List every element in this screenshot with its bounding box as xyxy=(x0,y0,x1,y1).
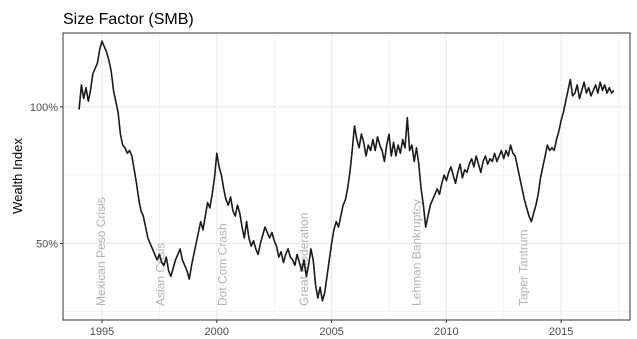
wealth-index-line xyxy=(78,40,615,302)
x-tick-label: 2015 xyxy=(549,326,573,338)
y-axis-label: Wealth Index xyxy=(10,138,25,214)
y-axis: 50% 100% xyxy=(30,102,63,250)
plot-panel xyxy=(63,33,630,320)
event-label: Taper Tantrum xyxy=(516,230,530,306)
chart-title: Size Factor (SMB) xyxy=(63,11,194,28)
gridlines xyxy=(63,33,630,320)
event-label: Lehman Bankruptcy xyxy=(410,199,424,306)
plot-frame xyxy=(62,32,631,321)
x-axis: 1995 2000 2005 2010 2015 xyxy=(90,320,573,338)
x-tick-label: 1995 xyxy=(90,326,114,338)
x-tick-label: 2000 xyxy=(205,326,229,338)
event-label: Dot Com Crash xyxy=(216,223,230,306)
event-label: Asian Crisis xyxy=(154,243,168,306)
event-annotations: Mexican Peso Crisis Asian Crisis Dot Com C… xyxy=(94,197,530,306)
event-label: Mexican Peso Crisis xyxy=(94,197,108,306)
x-tick-label: 2005 xyxy=(319,326,343,338)
x-tick-label: 2010 xyxy=(434,326,458,338)
y-tick-label: 50% xyxy=(36,238,58,250)
y-tick-label: 100% xyxy=(30,102,58,114)
